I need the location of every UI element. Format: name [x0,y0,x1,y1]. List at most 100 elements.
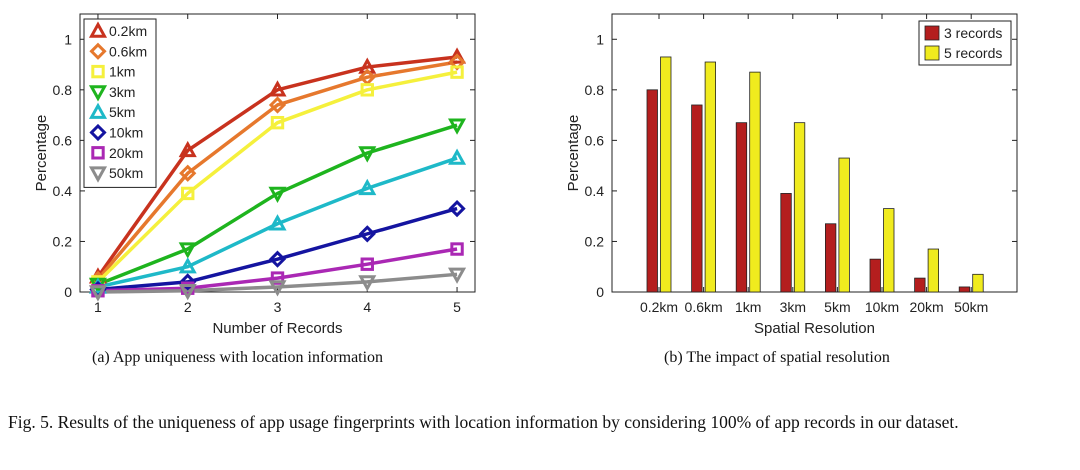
chart-b-ytick-label: 0.6 [585,132,605,148]
point-5km-4 [358,178,377,196]
bar-3-records-50km [958,286,971,293]
series-line-10km [97,206,458,292]
point-0.2km-5 [447,47,467,64]
chart-b-xtick-label: 20km [909,299,943,315]
chart-b-xtick-label: 1km [735,299,761,315]
point-3km-5 [447,118,467,135]
point-50km-4 [358,275,377,292]
bar-3-records-0.2km [646,89,658,293]
series-line-5km [97,156,458,289]
point-0.6km-3 [268,96,287,114]
chart-a-ytick-label: 0.2 [53,233,73,249]
series-line-0.2km [96,55,458,278]
chart-a-xtick-label: 4 [363,299,371,315]
bar-5-records-20km [927,248,939,293]
bar-5-records-5km [838,157,850,293]
point-10km-4 [358,225,376,243]
series-line-50km [97,272,458,294]
chart-a-ylabel: Percentage [33,115,50,192]
point-50km-1 [88,285,108,302]
legend-label-3km: 3km [109,84,135,100]
series-line-1km [96,70,458,284]
bar-3-records-10km [869,258,881,293]
legend-marker-1km [91,64,105,79]
point-50km-3 [268,280,287,297]
point-0.6km-2 [179,164,197,182]
point-3km-3 [268,186,287,204]
point-0.2km-2 [178,140,197,158]
figure-caption: Fig. 5. Results of the uniqueness of app… [8,412,959,432]
bar-3-records-0.6km [691,104,703,293]
bar-3-records-1km [735,122,748,293]
chart-a: 0 0.2 0.4 0.6 0.8 1 1 2 3 4 5 Number of Records Perc… [33,13,476,337]
point-0.2km-3 [268,80,287,97]
legend-marker-10km [89,123,107,142]
chart-a-ytick-label: 0 [64,284,72,300]
point-1km-4 [360,83,374,97]
chart-a-ytick-label: 0.6 [53,132,73,148]
figure-canvas: 0 0.2 0.4 0.6 0.8 1 1 2 3 4 5 Number of Records Perc… [33,13,1018,337]
legend-marker-5km [88,102,108,119]
chart-b-ytick-label: 0.2 [585,233,605,249]
chart-a-xtick-label: 1 [94,299,102,315]
chart-b-ylabel: Percentage [565,115,582,192]
point-5km-5 [447,148,467,165]
series-line-3km [97,123,458,287]
chart-b-xtick-label: 3km [780,299,806,315]
point-10km-3 [268,250,287,268]
chart-a-ytick-label: 0.8 [53,82,73,98]
legend-marker-0.2km [88,21,108,38]
chart-b-ytick-label: 1 [596,31,604,47]
legend-label-5km: 5km [109,104,135,120]
bar-5-records-0.2km [660,56,672,293]
point-20km-3 [270,271,285,285]
chart-b-ytick-label: 0.8 [585,82,605,98]
legend-marker-3km [88,85,108,102]
legend-label-0.2km: 0.2km [109,23,147,39]
bar-5-records-1km [749,71,761,293]
legend-marker-20km [91,146,105,160]
legend-label-0.6km: 0.6km [109,43,147,59]
legend-label-50km: 50km [109,165,143,181]
chart-a-xtick-label: 3 [274,299,282,315]
point-1km-2 [181,186,195,201]
point-3km-2 [178,242,197,259]
subcaption-a: (a) App uniqueness with location informa… [92,349,384,366]
bar-5-records-10km [883,208,895,293]
chart-b-ytick-label: 0 [596,284,604,300]
chart-b: 0 0.2 0.4 0.6 0.8 1 0.2km 0.6km 1km 3km 5km 10km 20k… [565,13,1018,337]
point-1km-3 [270,115,285,130]
chart-b-xtick-label: 0.6km [685,299,723,315]
chart-a-ytick-label: 0.4 [53,183,73,199]
chart-b-xtick-label: 50km [954,299,988,315]
subcaption-b: (b) The impact of spatial resolution [664,349,890,366]
chart-b-xlabel: Spatial Resolution [754,320,875,337]
bar-3-records-5km [825,223,837,293]
point-0.6km-5 [448,53,466,71]
chart-a-xlabel: Number of Records [212,320,342,337]
chart-a-xtick-label: 5 [453,299,461,315]
point-10km-2 [179,273,197,291]
series-line-0.6km [96,60,458,281]
legend-label-1km: 1km [109,64,135,80]
point-5km-2 [178,257,197,274]
legend-swatch-3-records [924,25,940,41]
legend-label-20km: 20km [109,145,143,161]
legend-marker-0.6km [89,42,107,60]
bar-3-records-20km [914,277,926,293]
bar-3-records-3km [780,193,792,293]
point-50km-2 [178,284,197,301]
chart-a-xtick-label: 2 [184,299,192,315]
chart-a-ytick-label: 1 [64,31,72,47]
point-10km-5 [448,199,466,218]
point-5km-3 [268,214,287,231]
legend-marker-50km [88,166,108,183]
point-3km-4 [358,146,377,163]
bar-5-records-0.6km [704,61,716,293]
point-20km-5 [450,242,464,256]
chart-b-ytick-label: 0.4 [585,183,605,199]
legend-label-5-records: 5 records [944,45,1002,61]
legend-swatch-5-records [924,45,940,61]
point-20km-4 [360,257,374,271]
point-50km-5 [447,267,467,284]
